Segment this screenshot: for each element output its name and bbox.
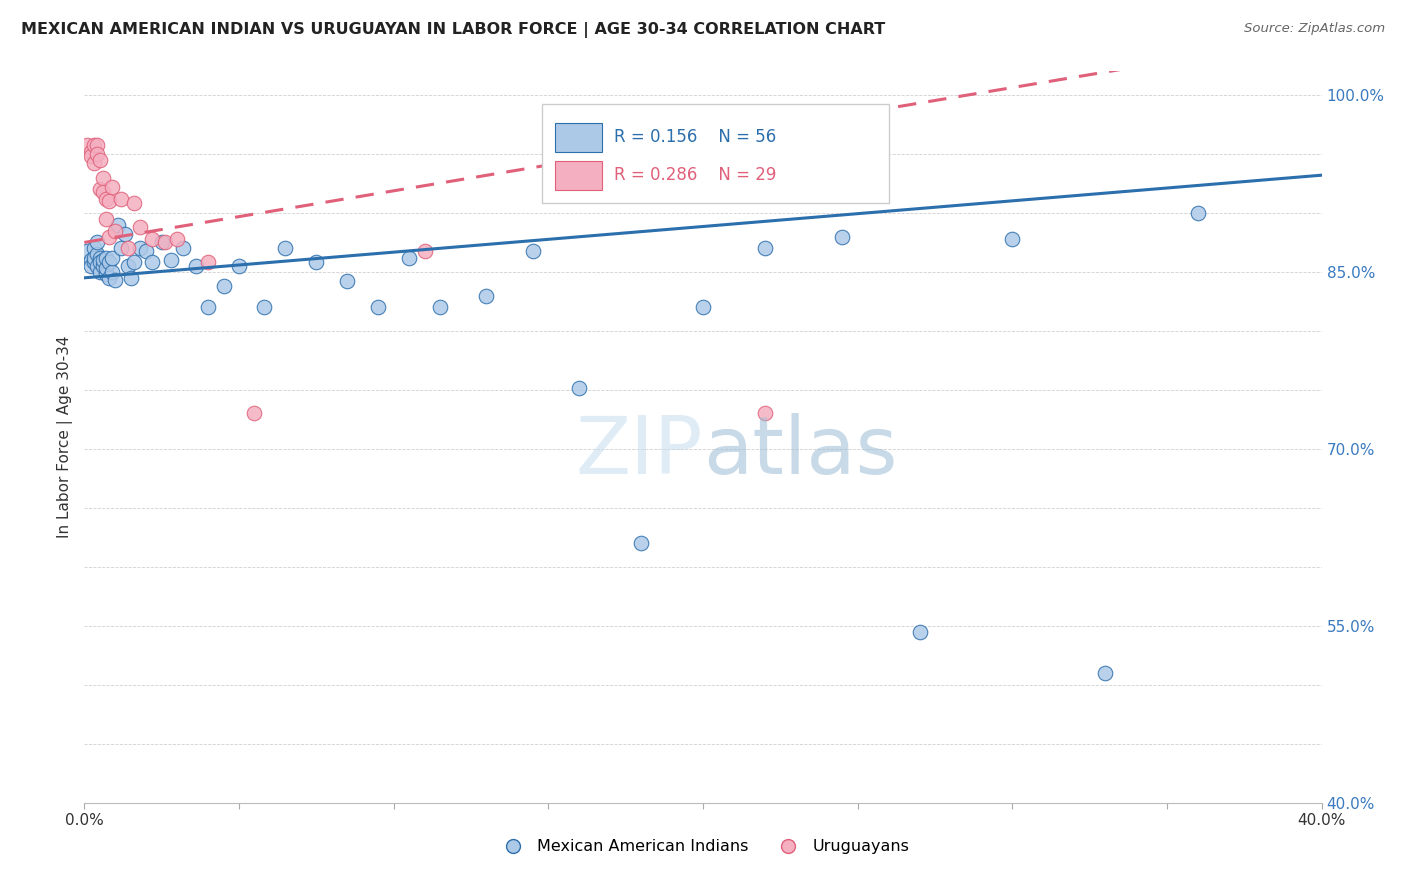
- Point: [110, 241, 132, 255]
- Point: [94, 251, 117, 265]
- Point: [89, 182, 111, 196]
- Point: [89, 251, 111, 265]
- Point: [243, 407, 266, 421]
- Point: [91, 170, 114, 185]
- Point: [212, 279, 235, 293]
- Point: [83, 241, 105, 255]
- Legend: Mexican American Indians, Uruguayans: Mexican American Indians, Uruguayans: [491, 833, 915, 861]
- Point: [86, 147, 108, 161]
- Point: [197, 301, 219, 315]
- Point: [305, 255, 328, 269]
- FancyBboxPatch shape: [554, 161, 602, 190]
- Point: [166, 232, 188, 246]
- Point: [184, 259, 207, 273]
- Point: [79, 149, 101, 163]
- Point: [101, 265, 124, 279]
- Point: [89, 265, 111, 279]
- Point: [429, 301, 451, 315]
- Point: [568, 380, 591, 394]
- Point: [107, 218, 129, 232]
- Text: R = 0.156    N = 56: R = 0.156 N = 56: [614, 128, 776, 146]
- Point: [129, 220, 152, 235]
- Point: [76, 244, 98, 258]
- Point: [94, 267, 117, 281]
- Point: [86, 235, 108, 250]
- Point: [692, 301, 714, 315]
- Point: [228, 259, 250, 273]
- Point: [83, 255, 105, 269]
- Point: [522, 244, 544, 258]
- Text: ZIP: ZIP: [575, 413, 703, 491]
- Point: [1187, 206, 1209, 220]
- Point: [104, 273, 127, 287]
- Point: [630, 536, 652, 550]
- Text: MEXICAN AMERICAN INDIAN VS URUGUAYAN IN LABOR FORCE | AGE 30-34 CORRELATION CHAR: MEXICAN AMERICAN INDIAN VS URUGUAYAN IN …: [21, 22, 886, 38]
- Point: [274, 241, 297, 255]
- Point: [336, 274, 359, 288]
- Text: Source: ZipAtlas.com: Source: ZipAtlas.com: [1244, 22, 1385, 36]
- Point: [98, 194, 121, 208]
- Point: [141, 232, 163, 246]
- Point: [91, 253, 114, 268]
- FancyBboxPatch shape: [543, 104, 889, 203]
- Point: [91, 185, 114, 199]
- Point: [1094, 666, 1116, 681]
- Point: [135, 244, 157, 258]
- Point: [122, 255, 145, 269]
- Point: [562, 137, 585, 152]
- Point: [120, 270, 142, 285]
- Point: [110, 192, 132, 206]
- Point: [89, 255, 111, 269]
- Point: [76, 137, 98, 152]
- Point: [141, 255, 163, 269]
- Point: [398, 251, 420, 265]
- Point: [83, 251, 105, 265]
- Point: [122, 196, 145, 211]
- Point: [98, 270, 121, 285]
- Point: [86, 247, 108, 261]
- FancyBboxPatch shape: [554, 122, 602, 152]
- Point: [150, 235, 173, 250]
- Text: atlas: atlas: [703, 413, 897, 491]
- Point: [94, 192, 117, 206]
- Point: [153, 235, 176, 250]
- Point: [101, 251, 124, 265]
- Point: [831, 229, 853, 244]
- Point: [367, 301, 389, 315]
- Point: [79, 253, 101, 268]
- Point: [91, 259, 114, 273]
- Point: [197, 255, 219, 269]
- Point: [160, 253, 183, 268]
- Point: [94, 211, 117, 226]
- Point: [129, 241, 152, 255]
- Point: [79, 145, 101, 159]
- Point: [98, 255, 121, 269]
- Point: [98, 229, 121, 244]
- Point: [253, 301, 276, 315]
- Point: [86, 259, 108, 273]
- Y-axis label: In Labor Force | Age 30-34: In Labor Force | Age 30-34: [58, 335, 73, 539]
- Point: [117, 259, 139, 273]
- Point: [754, 407, 776, 421]
- Point: [94, 261, 117, 276]
- Point: [475, 288, 498, 302]
- Point: [172, 241, 194, 255]
- Point: [86, 137, 108, 152]
- Point: [413, 244, 436, 258]
- Point: [908, 624, 931, 639]
- Point: [114, 227, 136, 242]
- Point: [89, 153, 111, 167]
- Point: [754, 241, 776, 255]
- Point: [79, 259, 101, 273]
- Point: [83, 137, 105, 152]
- Text: R = 0.286    N = 29: R = 0.286 N = 29: [614, 166, 776, 185]
- Point: [1001, 232, 1024, 246]
- Point: [101, 180, 124, 194]
- Point: [83, 156, 105, 170]
- Point: [117, 241, 139, 255]
- Point: [104, 224, 127, 238]
